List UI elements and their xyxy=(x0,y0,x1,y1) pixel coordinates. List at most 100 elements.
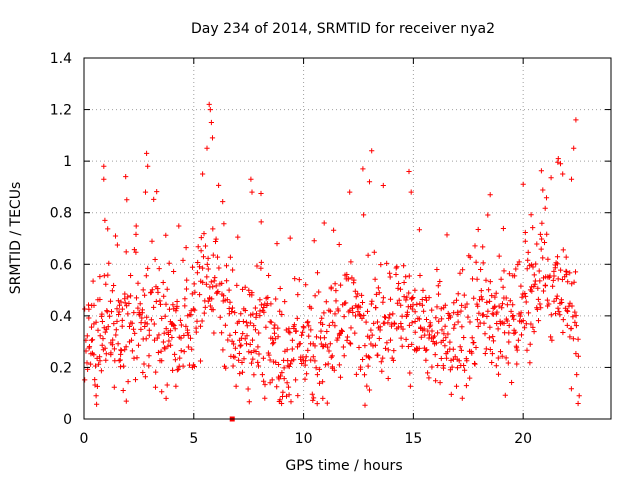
data-point xyxy=(367,355,373,361)
data-point xyxy=(102,345,108,351)
data-point xyxy=(422,332,428,338)
data-point xyxy=(461,334,467,341)
data-point xyxy=(426,295,432,301)
y-tick-label: 0.8 xyxy=(50,206,72,222)
data-point xyxy=(387,274,393,280)
y-tick-label: 0.2 xyxy=(50,360,72,376)
data-point xyxy=(438,355,444,362)
data-point xyxy=(535,285,541,291)
data-point xyxy=(551,298,557,304)
data-point xyxy=(377,324,383,330)
data-point xyxy=(223,263,230,269)
data-point xyxy=(294,315,300,321)
data-point xyxy=(276,376,282,382)
data-point xyxy=(284,380,290,386)
data-point xyxy=(506,339,512,345)
data-point xyxy=(113,332,119,338)
data-point xyxy=(229,305,236,311)
data-point xyxy=(103,281,109,287)
data-point xyxy=(314,401,320,407)
data-point xyxy=(339,328,345,334)
data-point xyxy=(94,401,100,407)
data-point xyxy=(537,278,543,284)
data-point xyxy=(273,296,279,302)
data-point xyxy=(238,311,244,317)
data-point xyxy=(442,323,448,329)
data-point xyxy=(347,189,353,195)
data-point xyxy=(216,182,222,188)
data-point xyxy=(163,326,169,332)
data-point xyxy=(469,276,476,282)
data-point xyxy=(426,332,433,338)
data-point xyxy=(375,352,381,358)
data-point xyxy=(375,285,381,291)
data-point xyxy=(556,309,562,315)
data-point xyxy=(536,268,542,274)
data-point xyxy=(424,347,430,353)
data-point xyxy=(371,320,377,326)
data-point xyxy=(389,355,395,361)
data-point xyxy=(467,319,473,325)
data-point xyxy=(311,238,317,244)
data-point xyxy=(461,292,467,298)
data-point xyxy=(344,337,350,343)
data-point xyxy=(563,254,569,260)
data-point xyxy=(119,323,125,329)
data-point xyxy=(249,337,256,343)
y-tick-label: 1.2 xyxy=(50,103,72,119)
data-point xyxy=(393,271,399,278)
data-point xyxy=(229,338,235,344)
data-point xyxy=(306,333,312,339)
data-point xyxy=(131,247,137,253)
data-point xyxy=(155,289,161,295)
data-point xyxy=(340,344,346,350)
data-point xyxy=(527,360,533,366)
data-point xyxy=(253,348,259,355)
data-point xyxy=(558,267,564,273)
data-point xyxy=(209,135,216,141)
data-point xyxy=(232,354,238,360)
data-point xyxy=(510,302,516,308)
data-point xyxy=(144,321,150,327)
data-point xyxy=(352,288,358,294)
data-point xyxy=(256,351,262,357)
data-point xyxy=(408,189,414,195)
data-point xyxy=(111,282,117,289)
data-point xyxy=(333,288,339,294)
data-point xyxy=(165,343,171,349)
data-point xyxy=(107,313,113,319)
data-point xyxy=(112,358,118,364)
data-point xyxy=(572,319,578,325)
data-point xyxy=(159,315,165,322)
data-point xyxy=(128,272,134,279)
data-point xyxy=(201,231,207,237)
data-point xyxy=(292,276,298,282)
data-point xyxy=(567,270,573,276)
data-point xyxy=(135,342,142,348)
data-point xyxy=(473,344,479,351)
data-point xyxy=(529,288,535,294)
data-point xyxy=(211,278,217,284)
data-point xyxy=(151,304,157,310)
data-point xyxy=(328,354,334,360)
data-point xyxy=(145,163,151,169)
data-point xyxy=(559,276,565,283)
data-point xyxy=(560,247,566,253)
data-point xyxy=(361,212,367,218)
data-point xyxy=(122,300,128,306)
data-point xyxy=(279,400,285,407)
data-point xyxy=(442,302,448,308)
data-point xyxy=(511,316,517,322)
data-point xyxy=(457,344,463,350)
data-point xyxy=(409,295,415,301)
data-point xyxy=(232,345,238,351)
data-point xyxy=(387,337,394,343)
data-point xyxy=(472,361,478,367)
data-point xyxy=(119,317,125,323)
data-point xyxy=(444,349,451,355)
data-point xyxy=(84,333,90,339)
data-point xyxy=(291,357,297,363)
data-point xyxy=(91,352,97,358)
data-point xyxy=(268,301,274,307)
plot-frame xyxy=(83,57,612,420)
